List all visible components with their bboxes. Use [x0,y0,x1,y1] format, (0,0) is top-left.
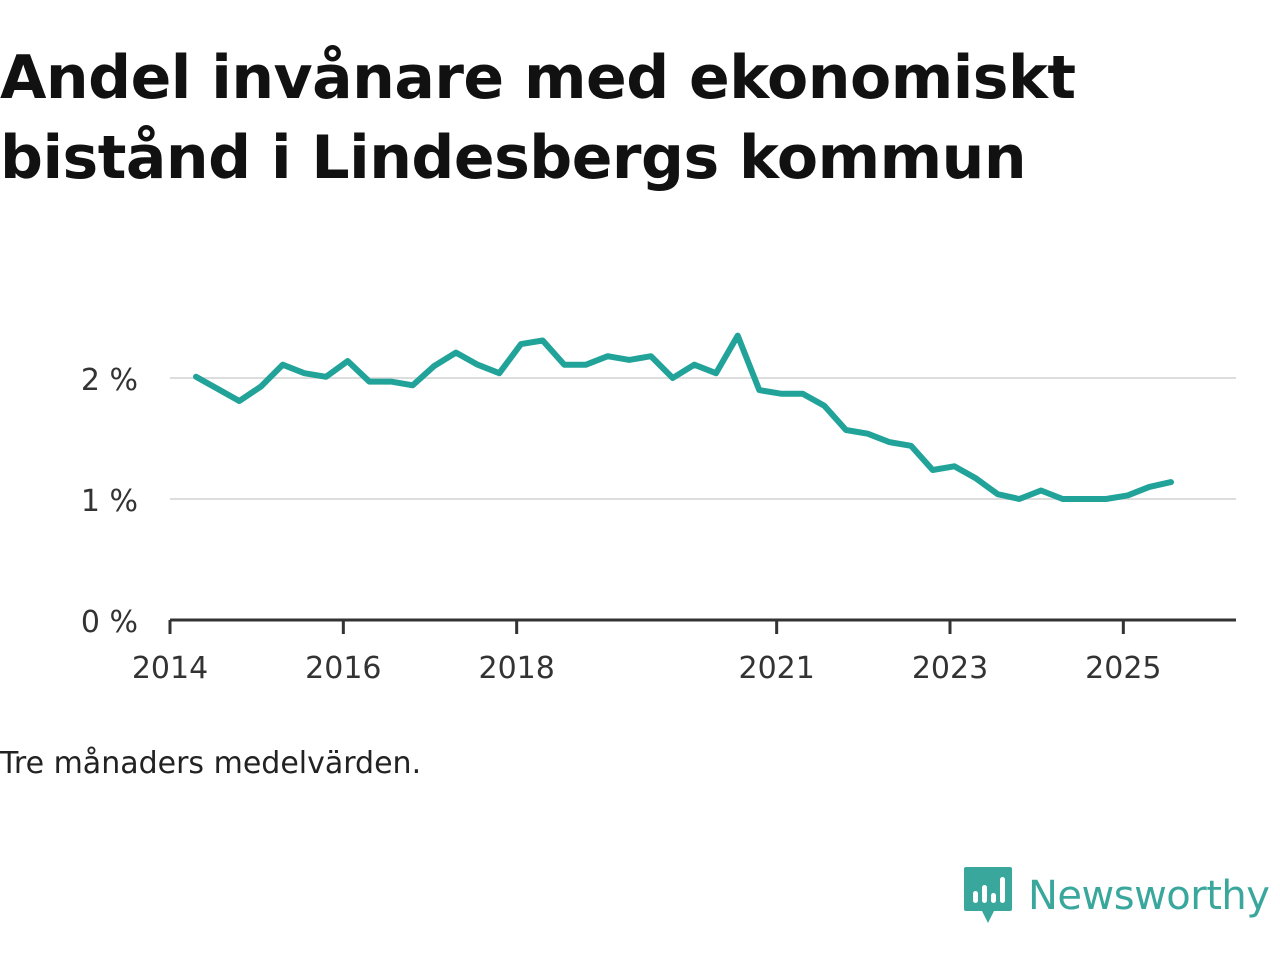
data-point [1148,486,1150,488]
data-point [693,364,695,366]
data-point [1083,498,1085,500]
data-point [867,433,869,435]
data-point [390,381,392,383]
x-tick-label: 2014 [132,651,208,686]
data-point [260,386,262,387]
data-point [455,352,457,354]
data-point [715,372,717,374]
brand-name: Newsworthy [1028,873,1270,919]
data-point [953,465,955,467]
x-tick-label: 2023 [912,651,988,686]
data-point [650,355,652,357]
data-point [975,477,977,479]
data-point [802,393,804,395]
data-point [1127,494,1129,496]
data-point [1170,481,1172,483]
y-tick-label: 1 % [81,484,138,519]
data-point [758,389,760,391]
data-point [563,364,565,366]
data-point [498,372,500,374]
data-point [368,381,370,383]
data-point [1105,498,1107,500]
data-point [780,393,782,395]
data-point [238,400,240,402]
data-point [845,429,847,431]
data-point [325,376,327,378]
data-point [1062,498,1064,500]
data-point [932,469,934,471]
newsworthy-logo-icon [964,867,1012,923]
data-point [823,405,825,407]
data-point [1040,490,1042,491]
line-chart: 0 % 1 % 2 % 2014 2016 2018 2021 2023 2025 [81,332,1236,686]
y-tick-label: 2 % [81,363,138,398]
gridlines [170,377,1236,500]
data-points [195,335,1172,500]
data-point [585,364,587,366]
x-tick-label: 2016 [305,651,381,686]
data-point [997,493,999,495]
data-point [542,340,544,341]
x-tick-label: 2018 [478,651,554,686]
x-tick-label: 2021 [738,651,814,686]
data-point [195,376,197,378]
y-tick-label: 0 % [81,605,138,640]
data-point [910,445,912,447]
y-axis-ticks: 0 % 1 % 2 % [81,363,138,640]
chart-title: Andel invånare med ekonomiskt bistånd i … [0,43,1076,193]
x-tick-label: 2025 [1085,651,1161,686]
data-point [347,360,349,362]
chart-caption: Tre månaders medelvärden. [0,746,422,781]
data-point [520,343,522,345]
data-point [1018,498,1020,500]
series-line [193,332,1174,502]
data-point [433,365,435,367]
data-point [217,388,219,390]
data-point [888,441,890,443]
brand-logo: Newsworthy [962,864,1270,928]
data-point [737,335,739,337]
data-point [628,359,630,361]
data-point [477,364,479,366]
data-point [412,384,414,386]
data-point [672,377,674,379]
data-point [282,364,284,366]
data-point [607,355,609,357]
data-point [303,372,305,374]
x-axis-ticks: 2014 2016 2018 2021 2023 2025 [132,620,1162,686]
